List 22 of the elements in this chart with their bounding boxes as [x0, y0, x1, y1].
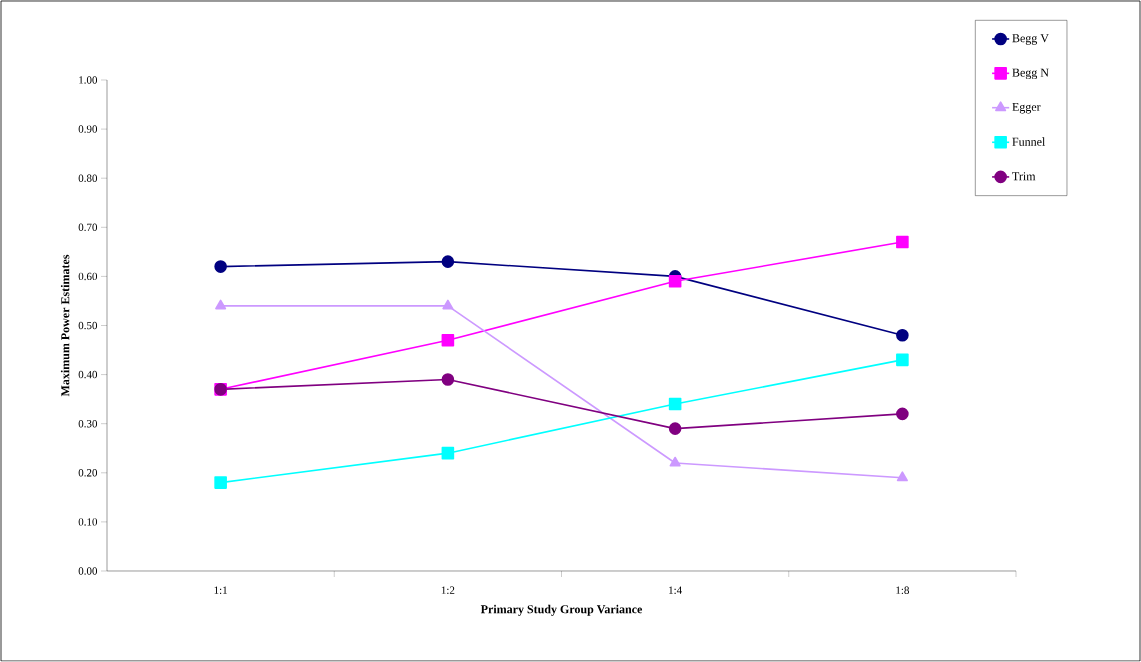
- y-tick-label: 0.20: [78, 469, 98, 477]
- legend-label: Begg V: [1012, 34, 1049, 45]
- y-tick-label: 0.10: [78, 518, 98, 526]
- x-tick-label: 1:8: [896, 586, 909, 594]
- legend-label: Egger: [1012, 103, 1041, 114]
- y-tick-label: 0.60: [78, 272, 98, 281]
- legend-label: Begg N: [1012, 68, 1049, 80]
- x-axis-title: Primary Study Group Variance: [480, 604, 643, 616]
- y-tick-label: 0.50: [78, 321, 98, 330]
- y-axis-title: Maximum Power Estimates: [60, 254, 70, 397]
- y-tick-label: 0.90: [78, 125, 98, 133]
- x-tick-label: 1:4: [669, 586, 682, 594]
- x-tick-label: 1:1: [214, 586, 227, 594]
- y-tick-label: 0.30: [78, 419, 98, 428]
- y-tick-label: 0.70: [78, 223, 98, 232]
- legend-label: Funnel: [1012, 137, 1046, 146]
- x-tick-label: 1:2: [441, 586, 455, 594]
- y-tick-label: 0.80: [78, 174, 98, 182]
- y-tick-label: 0.00: [78, 567, 98, 575]
- y-tick-label: 1.00: [79, 76, 98, 84]
- y-tick-label: 0.40: [78, 370, 98, 379]
- legend-label: Trim: [1012, 172, 1036, 181]
